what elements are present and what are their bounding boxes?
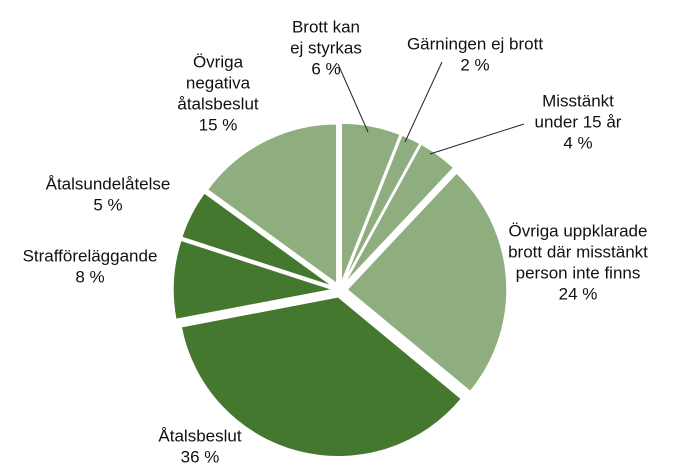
slice-label: Misstänkt: [542, 91, 614, 110]
leader-line: [404, 61, 443, 143]
slice-label: person inte finns: [516, 263, 641, 282]
pie-slice: [180, 295, 463, 458]
slice-label: Åtalsbeslut: [158, 426, 241, 445]
pie-slice: [340, 122, 402, 284]
value-label: 5 %: [93, 195, 122, 214]
pie-slice: [206, 123, 338, 286]
leader-line: [337, 63, 369, 133]
pie-slice: [345, 171, 508, 393]
pie-slice: [180, 191, 335, 288]
value-label: 36 %: [181, 447, 220, 466]
slice-label: Brott kan: [292, 17, 360, 36]
value-label: 4 %: [563, 133, 592, 152]
slice-label: åtalsbeslut: [177, 94, 259, 113]
slice-label: Strafföreläggande: [23, 246, 158, 265]
value-label: 2 %: [460, 55, 489, 74]
slice-label: brott där misstänkt: [508, 242, 648, 261]
leader-line: [429, 123, 525, 155]
value-label: 8 %: [75, 267, 104, 286]
pie-slice: [172, 239, 334, 321]
slice-label: Övriga uppklarade: [509, 221, 648, 240]
pie-slice: [343, 143, 455, 285]
slice-label: Åtalsundelåtelse: [46, 174, 171, 193]
value-label: 15 %: [199, 115, 238, 134]
slice-label: ej styrkas: [290, 38, 362, 57]
slice-label: Övriga: [193, 52, 244, 71]
slice-label: Gärningen ej brott: [407, 34, 543, 53]
value-label: 24 %: [559, 284, 598, 303]
slice-label: under 15 år: [535, 112, 622, 131]
value-label: 6 %: [311, 59, 340, 78]
pie-slice: [342, 133, 422, 285]
slice-label: negativa: [186, 73, 251, 92]
